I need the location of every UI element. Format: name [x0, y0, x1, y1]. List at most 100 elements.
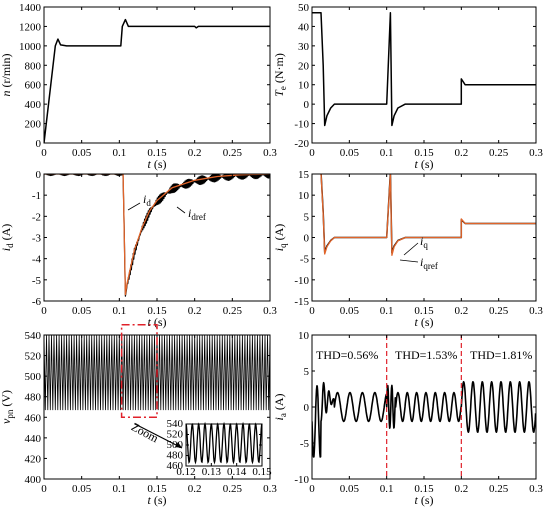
tick-label: 0.3 [529, 147, 543, 159]
chart-panel-c: 0 0.05 0.1 0.15 0.2 0.25 0.3 -6 -5 -4 -3 -2 -1 0 t (s)… [0, 169, 277, 329]
tick-label: 0 [304, 402, 310, 414]
chart-panel-a: 0 0.05 0.1 0.15 0.2 0.25 0.3 0 200 400 600 800 1000 1… [0, 2, 277, 171]
tick-label: 0.3 [529, 305, 543, 317]
tick-label: 50 [298, 2, 310, 14]
tick-label: 800 [25, 60, 42, 72]
tick-label: 5 [304, 366, 310, 378]
tick-label: 540 [25, 330, 42, 342]
plot-area [312, 380, 536, 458]
tick-label: 1400 [19, 2, 42, 14]
thd-annotation: THD=1.53% [395, 348, 457, 362]
tick-label: -5 [300, 438, 310, 450]
tick-label: 0.2 [454, 147, 468, 159]
tick-label: 460 [25, 412, 42, 424]
tick-label: -2 [32, 211, 41, 223]
tick-label: 0.05 [72, 305, 92, 317]
tick-label: 0.1 [380, 147, 394, 159]
tick-label: 30 [298, 41, 310, 53]
tick-label: 0.12 [176, 466, 195, 478]
zoom-arrowhead [175, 442, 182, 448]
tick-label: -20 [294, 138, 309, 150]
chart-panel-e: 0 0.05 0.1 0.15 0.2 0.25 0.3400420440460480500… [0, 323, 277, 507]
y-axis-label: iq (A) [272, 224, 288, 252]
y-axis-label: ia (A) [272, 393, 288, 420]
tick-label: -4 [32, 254, 42, 266]
series-id [45, 174, 270, 297]
tick-label: 0.13 [202, 466, 222, 478]
tick-label: 500 [167, 439, 184, 451]
series-iqref [320, 174, 536, 256]
tick-label: -6 [32, 296, 42, 308]
x-axis-label: t (s) [414, 157, 433, 171]
tick-label: 480 [25, 392, 42, 404]
tick-label: 0.2 [188, 483, 202, 495]
tick-label: -5 [300, 254, 310, 266]
plot-area [312, 12, 536, 127]
tick-label: -10 [294, 474, 309, 486]
tick-label: 200 [25, 119, 42, 131]
tick-label: 0 [309, 483, 315, 495]
tick-label: 0.05 [340, 483, 360, 495]
tick-label: 0.3 [263, 147, 277, 159]
tick-label: 500 [25, 371, 42, 383]
y-axis-label: Te (N·m) [272, 53, 288, 97]
tick-label: 420 [25, 453, 42, 465]
tick-label: -15 [294, 296, 309, 308]
tick-label: 10 [298, 190, 310, 202]
y-axis-label: id (A) [0, 224, 15, 252]
zoom-label: Zoom [129, 420, 161, 446]
x-axis-label: t (s) [147, 315, 166, 329]
tick-label: 0.1 [112, 305, 126, 317]
plot-area [44, 174, 270, 297]
tick-label: 0.25 [223, 483, 243, 495]
tick-label: 0 [36, 169, 42, 181]
tick-label: 0 [41, 147, 47, 159]
tick-label: 20 [298, 60, 310, 72]
tick-label: 440 [25, 433, 42, 445]
plot-area [44, 18, 270, 143]
zoom-box [120, 323, 158, 419]
tick-label: 0.25 [223, 147, 243, 159]
tick-label: 0.05 [72, 483, 92, 495]
zoom-arrow [134, 423, 183, 449]
x-axis-label: t (s) [414, 315, 433, 329]
tick-label: 0.1 [112, 483, 126, 495]
pointer-line [403, 242, 419, 256]
tick-label: -1 [32, 190, 41, 202]
tick-label: 0.15 [414, 305, 434, 317]
tick-label: 400 [25, 99, 42, 111]
tick-label: 0.05 [340, 305, 360, 317]
plot-frame [43, 173, 271, 302]
tick-label: 0 [309, 305, 315, 317]
series-annotation: id [143, 192, 151, 208]
tick-label: 0.25 [223, 305, 243, 317]
series-annotation: iq [420, 234, 428, 250]
tick-label: -3 [32, 233, 42, 245]
tick-label: 0.05 [72, 147, 92, 159]
tick-label: 0.15 [147, 147, 167, 159]
x-axis-label: t (s) [414, 493, 433, 507]
series-annotation: idref [188, 206, 206, 222]
tick-label: 0.14 [227, 466, 247, 478]
tick-label: 0.25 [489, 305, 509, 317]
series-0 [44, 18, 270, 143]
tick-label: 10 [298, 330, 310, 342]
tick-label: 0.2 [188, 305, 202, 317]
tick-label: 1000 [19, 41, 42, 53]
tick-label: 0.3 [263, 305, 277, 317]
tick-label: 15 [298, 169, 310, 181]
tick-label: 600 [25, 80, 42, 92]
tick-label: -5 [32, 275, 42, 287]
tick-label: 0.05 [340, 147, 360, 159]
pointer-line [176, 206, 186, 214]
tick-label: 0.1 [112, 147, 126, 159]
plot-frame [311, 6, 537, 144]
y-axis-label: vpn (V) [0, 390, 15, 424]
tick-label: 0.1 [380, 305, 394, 317]
tick-label: 0 [36, 138, 42, 150]
tick-label: 40 [298, 21, 310, 33]
tick-label: 520 [167, 429, 184, 441]
ia-series [312, 380, 536, 458]
